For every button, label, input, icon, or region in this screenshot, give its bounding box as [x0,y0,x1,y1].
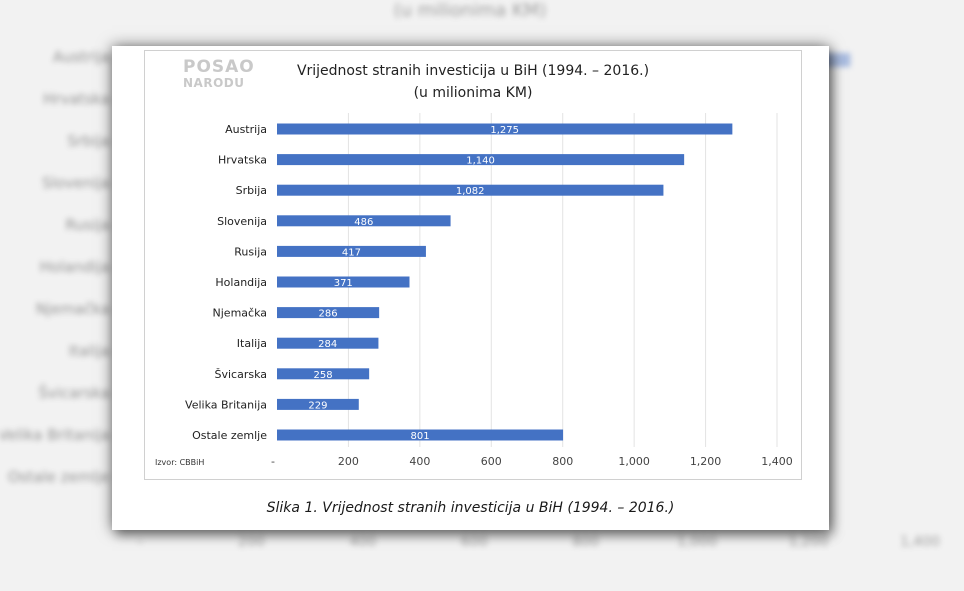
category-label: Austrija [225,123,267,136]
bar [277,276,410,288]
value-label: 284 [318,339,337,350]
bg-category-label: Hrvatska [43,90,110,108]
value-label: 258 [314,370,333,381]
bg-tick-label: 200 [238,534,265,550]
source-note: Izvor: CBBiH [155,458,204,467]
value-label: 1,140 [466,156,495,167]
category-label: Slovenija [217,215,267,228]
category-labels: Austrija Hrvatska Srbija Slovenija Rusija Hol… [185,123,267,442]
bar [277,398,359,410]
value-label: 229 [308,400,327,411]
chart-subtitle: (u milionima KM) [414,85,533,101]
figure-card: Vrijednost stranih investicija u BiH (19… [112,46,829,530]
x-tick-label: 1,200 [690,455,722,468]
bar [277,429,564,441]
value-labels: 1,275 1,140 1,082 486 417 371 286 284 258 229 801 [308,125,519,442]
bar [277,368,370,380]
bg-category-label: Austrija [53,48,110,66]
logo-line2: NARODU [183,76,245,90]
x-tick-label: 1,400 [761,455,793,468]
bg-category-label: Srbija [67,132,110,150]
bg-subtitle: (u milionima KM) [394,0,547,21]
chart-frame: Vrijednost stranih investicija u BiH (19… [144,50,802,480]
posao-narodu-logo: POSAO NARODU [183,57,255,90]
value-label: 286 [319,309,338,320]
category-label: Hrvatska [218,154,267,167]
bg-tick-label: 800 [572,534,599,550]
bar [277,215,451,227]
bg-category-label: Holandija [40,258,110,276]
bar [277,337,379,349]
category-label: Srbija [236,184,267,197]
bar [277,123,733,135]
figure-caption: Slika 1. Vrijednost stranih investicija … [266,500,675,516]
chart-title: Vrijednost stranih investicija u BiH (19… [297,63,649,79]
x-tick-label: 1,000 [618,455,650,468]
gridlines [347,113,778,447]
bg-category-label: Švicarska [38,383,110,402]
x-tick-label: 600 [481,455,502,468]
bg-category-label: Njemačka [36,300,110,318]
value-label: 371 [334,278,353,289]
bg-tick-label: 400 [349,534,376,550]
value-label: 417 [342,247,361,258]
category-label: Njemačka [213,307,267,320]
bar [277,307,380,319]
x-tick-label: - [271,455,275,468]
bg-tick-label: - [137,534,142,550]
bg-category-label: Rusija [65,216,110,234]
value-label: 486 [354,217,373,228]
category-label: Italija [237,337,267,350]
bar [277,245,426,257]
category-label: Velika Britanija [185,398,267,411]
category-label: Rusija [234,245,267,258]
bg-category-label: Slovenija [42,174,110,192]
category-label: Švicarska [214,368,267,381]
bg-tick-label: 600 [461,534,488,550]
category-label: Ostale zemlje [192,429,267,442]
bg-tick-labels: - 200 400 600 800 1,000 1,200 1,400 [137,534,940,550]
category-label: Holandija [215,276,267,289]
x-tick-label: 800 [552,455,573,468]
x-tick-label: 400 [409,455,430,468]
bg-tick-label: 1,200 [789,534,829,550]
value-label: 1,275 [490,125,519,136]
x-tick-labels: - 200 400 600 800 1,000 1,200 1,400 [271,455,793,468]
bar-chart: Vrijednost stranih investicija u BiH (19… [155,63,793,468]
logo-line1: POSAO [183,57,255,77]
x-tick-label: 200 [338,455,359,468]
bg-tick-label: 1,000 [677,534,717,550]
value-label: 1,082 [456,186,485,197]
bg-category-label: Italija [69,342,110,360]
bg-tick-label: 1,400 [900,534,940,550]
bar [277,154,685,166]
bar [277,184,664,196]
bg-category-label: Ostale zemlje [8,468,110,486]
bg-category-label: Velika Britanija [0,426,110,444]
value-label: 801 [410,431,429,442]
bars [277,123,733,441]
